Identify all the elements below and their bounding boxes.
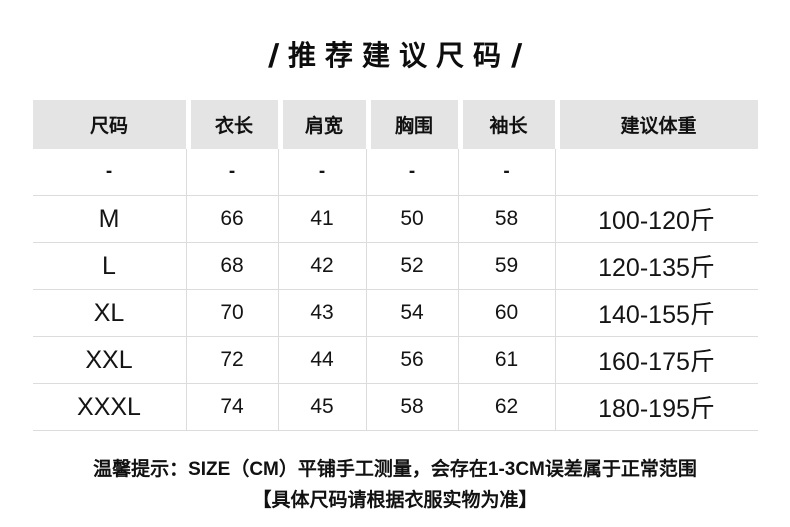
table-row-l: L 68 42 52 59 120-135斤	[32, 243, 758, 290]
table-row-xxxl: XXXL 74 45 58 62 180-195斤	[32, 384, 758, 431]
shoulder-cell: -	[277, 149, 366, 196]
page-title-text: 推荐建议尺码	[287, 40, 510, 71]
size-cell: XL	[32, 290, 186, 337]
weight-cell: 160-175斤	[554, 337, 758, 384]
column-header-size: 尺码	[32, 100, 186, 149]
weight-cell: 100-120斤	[554, 196, 758, 243]
sleeve-cell: 59	[457, 243, 555, 290]
column-header-shoulder: 肩宽	[277, 100, 366, 149]
size-cell: XXL	[32, 337, 186, 384]
column-header-weight: 建议体重	[554, 100, 758, 149]
sleeve-cell: 60	[457, 290, 555, 337]
chest-cell: -	[365, 149, 458, 196]
table-row-xl: XL 70 43 54 60 140-155斤	[32, 290, 758, 337]
column-header-length: 衣长	[185, 100, 278, 149]
measurement-disclaimer: 温馨提示：SIZE（CM）平铺手工测量，会存在1-3CM误差属于正常范围 【具体…	[0, 454, 790, 516]
chest-cell: 56	[365, 337, 458, 384]
chest-cell: 54	[365, 290, 458, 337]
length-cell: 72	[185, 337, 278, 384]
chest-cell: 52	[365, 243, 458, 290]
chest-cell: 58	[365, 384, 458, 431]
chest-cell: 50	[365, 196, 458, 243]
disclaimer-line-2: 【具体尺码请根据衣服实物为准】	[252, 490, 538, 511]
weight-cell: 140-155斤	[554, 290, 758, 337]
sleeve-cell: 62	[457, 384, 555, 431]
weight-cell: 120-135斤	[554, 243, 758, 290]
column-header-sleeve: 袖长	[457, 100, 555, 149]
length-cell: 70	[185, 290, 278, 337]
size-table: 尺码 衣长 肩宽 胸围 袖长 建议体重 - - - - - M 66 41 50	[32, 100, 758, 431]
length-cell: 66	[185, 196, 278, 243]
table-row-placeholder: - - - - -	[32, 149, 758, 196]
sleeve-cell: -	[457, 149, 555, 196]
size-cell: L	[32, 243, 186, 290]
shoulder-cell: 42	[277, 243, 366, 290]
weight-cell: 180-195斤	[554, 384, 758, 431]
column-header-chest: 胸围	[365, 100, 458, 149]
title-slash-right-icon: /	[510, 37, 524, 74]
shoulder-cell: 45	[277, 384, 366, 431]
table-header-row: 尺码 衣长 肩宽 胸围 袖长 建议体重	[32, 100, 758, 149]
size-cell: -	[32, 149, 186, 196]
sleeve-cell: 61	[457, 337, 555, 384]
page-title: / 推荐建议尺码/	[0, 0, 790, 75]
sleeve-cell: 58	[457, 196, 555, 243]
shoulder-cell: 44	[277, 337, 366, 384]
disclaimer-line-1: 温馨提示：SIZE（CM）平铺手工测量，会存在1-3CM误差属于正常范围	[93, 459, 697, 480]
weight-cell	[554, 149, 758, 196]
shoulder-cell: 43	[277, 290, 366, 337]
size-cell: XXXL	[32, 384, 186, 431]
table-row-m: M 66 41 50 58 100-120斤	[32, 196, 758, 243]
table-row-xxl: XXL 72 44 56 61 160-175斤	[32, 337, 758, 384]
size-cell: M	[32, 196, 186, 243]
title-slash-left-icon: /	[266, 37, 280, 74]
shoulder-cell: 41	[277, 196, 366, 243]
length-cell: -	[185, 149, 278, 196]
length-cell: 74	[185, 384, 278, 431]
length-cell: 68	[185, 243, 278, 290]
